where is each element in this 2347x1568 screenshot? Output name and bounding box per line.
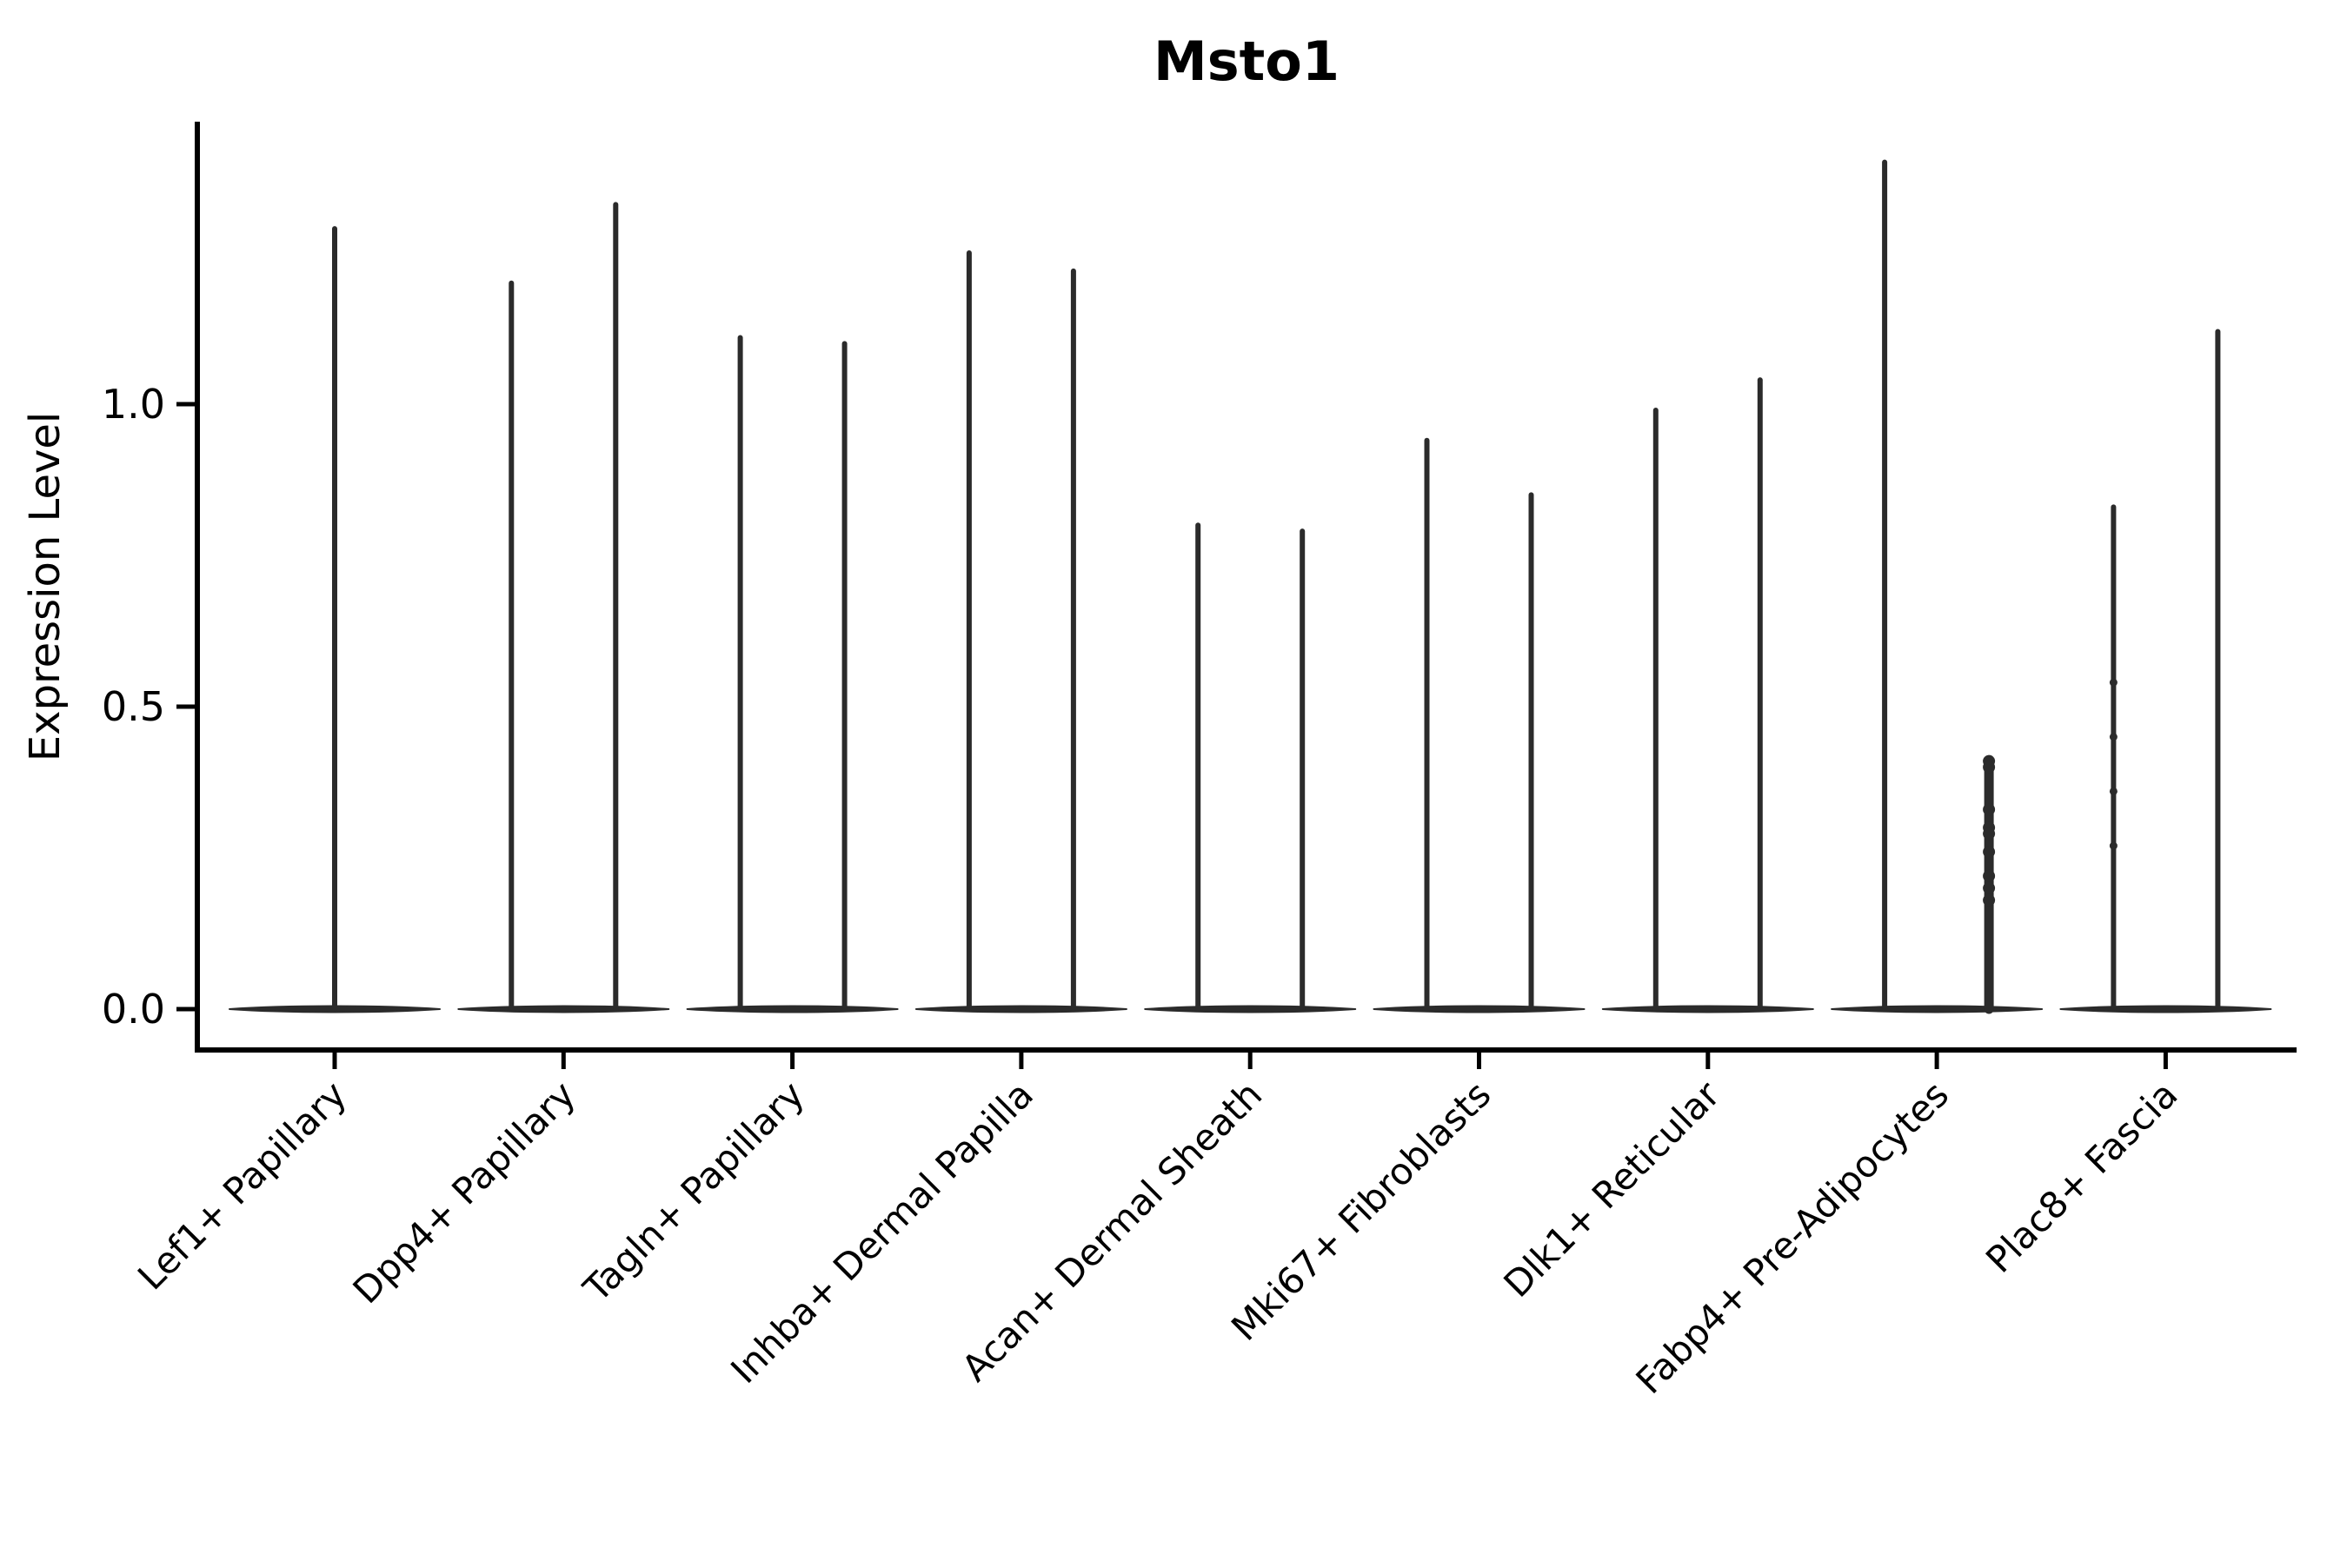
violin-category-3: Tagln+ Papillary <box>575 335 899 1311</box>
violin-base <box>1144 1005 1357 1013</box>
violin-base <box>686 1005 899 1013</box>
x-tick-label: Tagln+ Papillary <box>575 1073 812 1310</box>
chart-title: Msto1 <box>1154 30 1340 93</box>
violin-category-6: Mki67+ Fibroblasts <box>1223 437 1586 1349</box>
jitter-dot <box>1983 846 1996 859</box>
x-tick-label: Dlk1+ Reticular <box>1495 1073 1728 1306</box>
violin-category-2: Dpp4+ Papillary <box>345 202 670 1312</box>
jitter-dot <box>1983 761 1996 774</box>
violin-base <box>457 1005 670 1013</box>
violin-category-9: Plac8+ Fascia <box>1978 329 2272 1281</box>
x-tick-label: Dpp4+ Papillary <box>345 1073 584 1312</box>
jitter-dot <box>1983 881 1996 894</box>
violin-category-1: Lef1+ Papillary <box>130 226 441 1298</box>
jitter-dot <box>1983 869 1996 882</box>
y-tick-label-0.5: 0.5 <box>102 683 165 730</box>
jitter-dot <box>2109 841 2118 850</box>
violin-base <box>914 1005 1127 1013</box>
violin-base <box>1373 1005 1586 1013</box>
jitter-dot <box>1983 894 1996 907</box>
jitter-dot <box>1983 827 1996 840</box>
jitter-dot <box>1983 803 1996 816</box>
violin-base <box>1601 1005 1814 1013</box>
x-tick-label: Mki67+ Fibroblasts <box>1223 1073 1499 1348</box>
jitter-dot <box>2109 733 2118 741</box>
violin-category-8: Fabp4+ Pre-Adipocytes <box>1628 159 2044 1402</box>
violin-category-7: Dlk1+ Reticular <box>1495 377 1814 1306</box>
y-tick-label-0.0: 0.0 <box>102 986 165 1033</box>
violin-base <box>2059 1005 2272 1013</box>
jitter-dot <box>2109 678 2118 687</box>
jitter-dot <box>2109 787 2118 795</box>
x-tick-label: Lef1+ Papillary <box>130 1073 355 1298</box>
x-tick-label: Plac8+ Fascia <box>1978 1073 2185 1280</box>
violin-base <box>1831 1005 2044 1013</box>
y-axis-label: Expression Level <box>21 412 70 762</box>
y-tick-label-1.0: 1.0 <box>102 381 165 428</box>
violin-category-4: Inhba+ Dermal Papilla <box>722 250 1127 1392</box>
